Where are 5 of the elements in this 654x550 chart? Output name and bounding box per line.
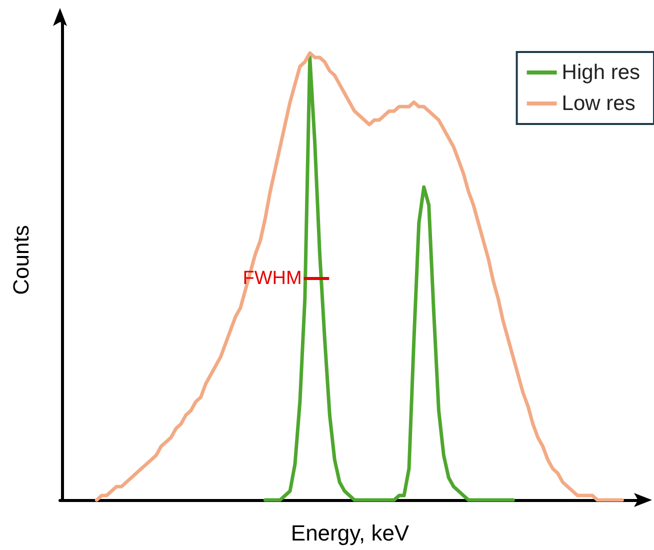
annotation: FWHM: [242, 268, 302, 290]
legend-label: High res: [562, 61, 640, 84]
legend-label: Low res: [562, 92, 636, 115]
x-axis-title: Energy, keV: [290, 520, 410, 546]
y-axis-title: Counts: [8, 225, 34, 295]
